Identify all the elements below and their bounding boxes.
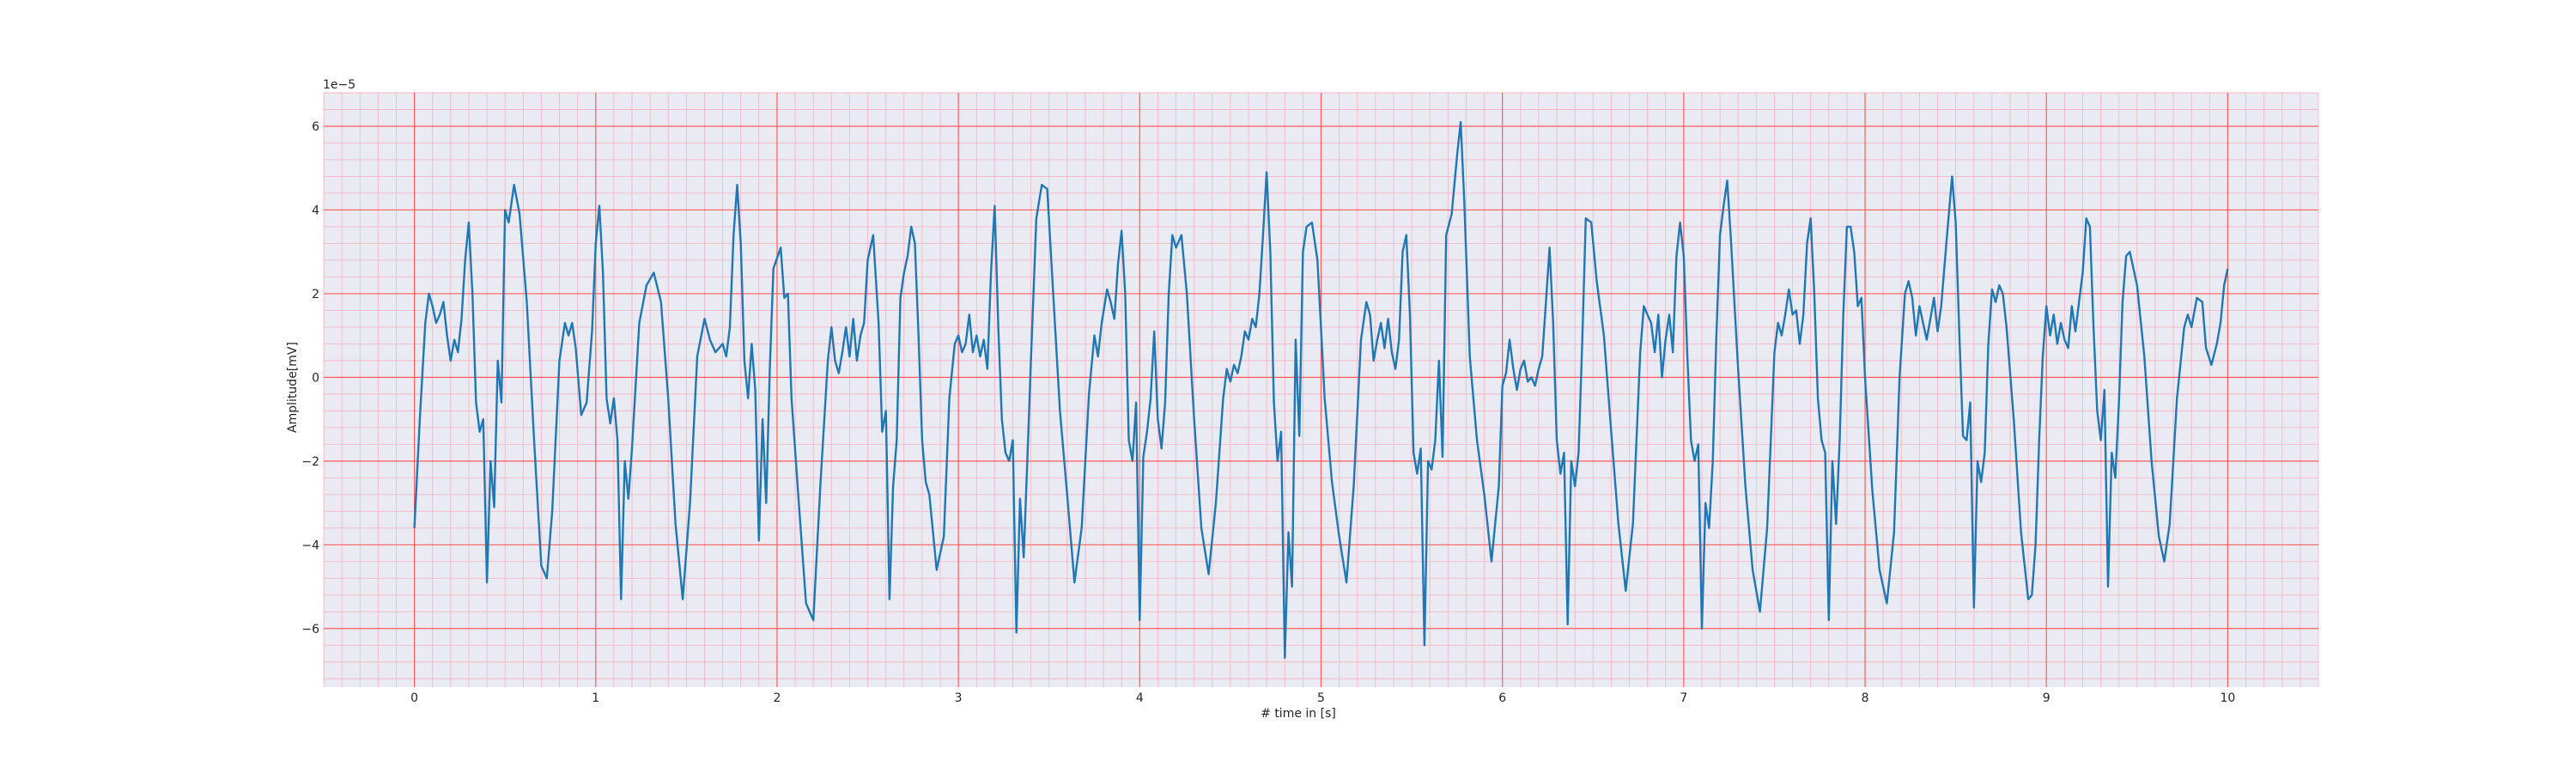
x-tick-label: 2 [773, 691, 781, 705]
y-tick-label: 0 [312, 371, 319, 385]
y-tick-label: 6 [312, 120, 319, 134]
y-tick-label: −6 [301, 623, 319, 636]
x-tick-label: 7 [1680, 691, 1687, 705]
y-tick-label: 2 [312, 288, 319, 301]
y-tick-label: −2 [301, 455, 319, 469]
x-tick-label: 5 [1317, 691, 1325, 705]
x-tick-label: 4 [1136, 691, 1144, 705]
x-tick-label: 10 [2220, 691, 2235, 705]
x-tick-label: 1 [592, 691, 599, 705]
y-tick-labels: −6 −4 −2 0 2 4 6 [301, 120, 319, 636]
y-tick-label: −4 [301, 539, 319, 552]
x-tick-label: 6 [1498, 691, 1506, 705]
x-tick-label: 3 [955, 691, 963, 705]
y-axis-label: Amplitude[mV] [286, 342, 300, 433]
x-tick-label: 0 [410, 691, 418, 705]
x-tick-label: 9 [2043, 691, 2050, 705]
y-offset-label: 1e−5 [323, 78, 355, 92]
x-axis-label: # time in [s] [1261, 707, 1336, 721]
y-tick-label: 4 [312, 204, 319, 217]
x-tick-label: 8 [1862, 691, 1869, 705]
x-tick-labels: 0 1 2 3 4 5 6 7 8 9 10 [410, 691, 2235, 705]
series-line [413, 120, 2229, 660]
